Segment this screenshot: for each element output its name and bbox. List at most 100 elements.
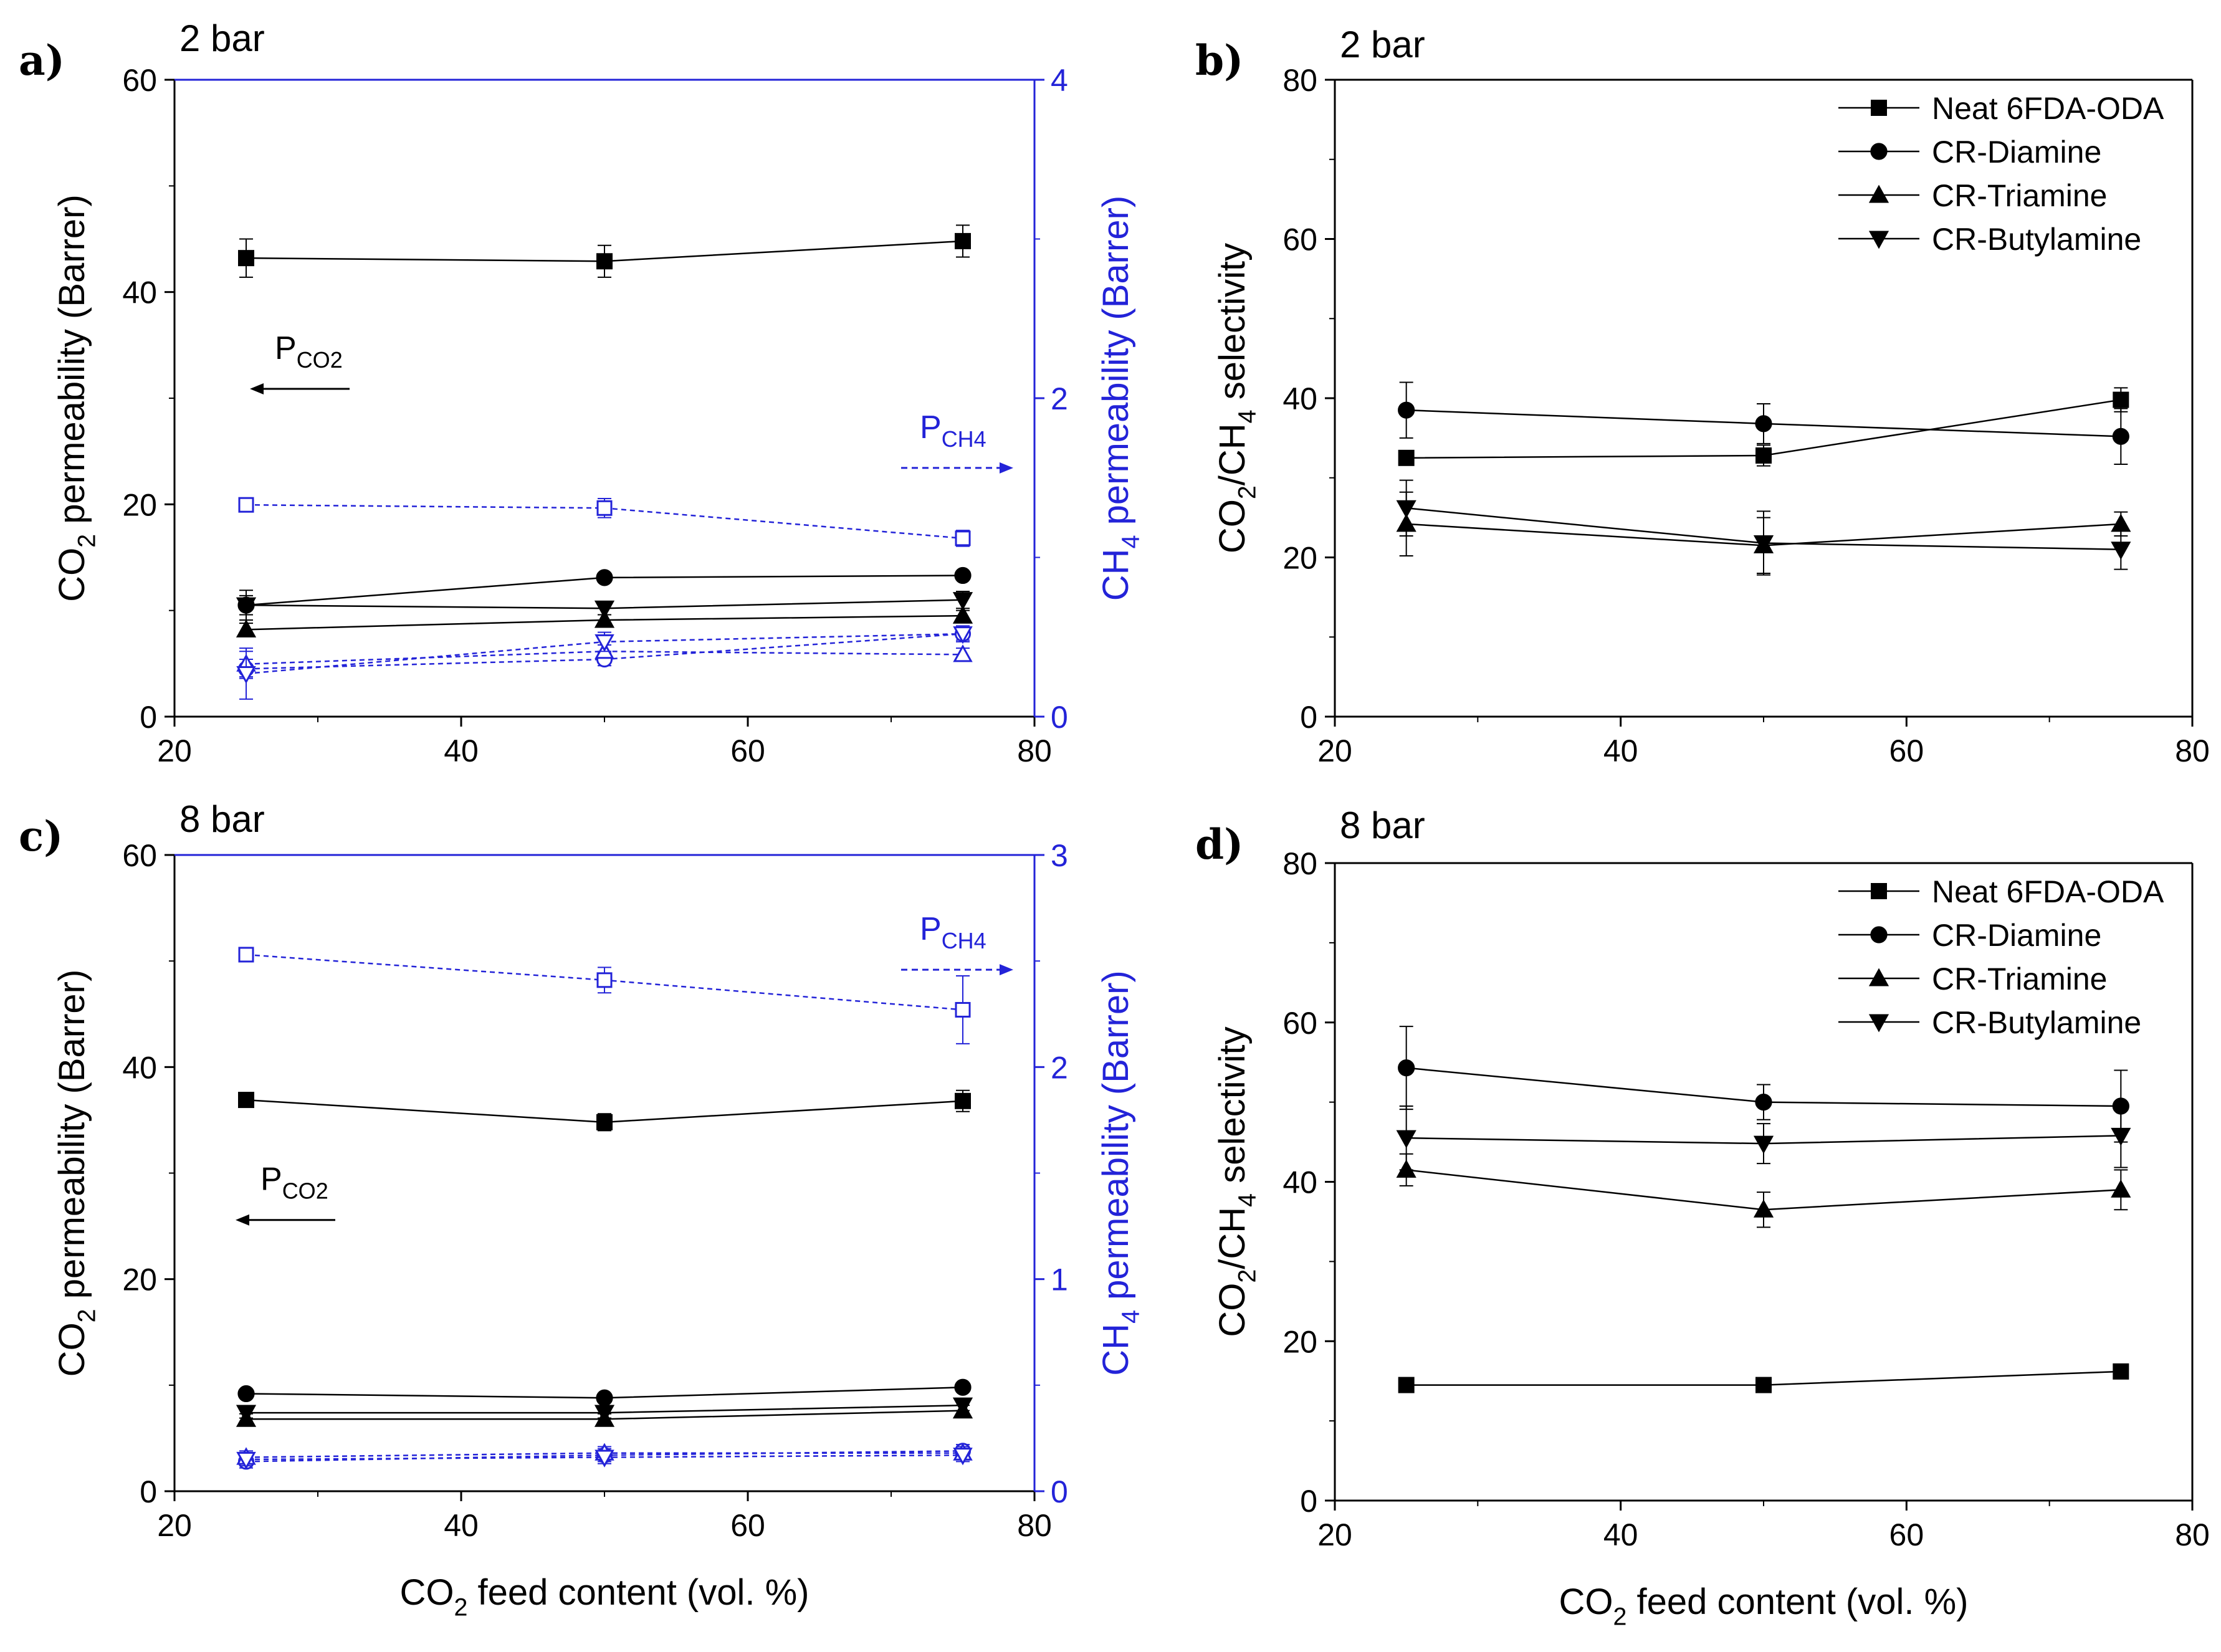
- series-cr-diamine: [1398, 1026, 2129, 1143]
- y-tick-label: 0: [140, 700, 157, 735]
- data-point: [1753, 535, 1774, 553]
- data-point: [595, 634, 614, 652]
- data-point: [952, 592, 973, 611]
- series-cr-diamine: [237, 1378, 972, 1406]
- series-cr-butylamine: [1396, 1103, 2131, 1171]
- arrow-head-icon: [1000, 462, 1013, 474]
- y-tick-label: 60: [122, 838, 157, 873]
- series-cr-butylamine-ch4: [236, 1448, 973, 1470]
- annotation-text: P: [275, 330, 297, 366]
- data-point: [594, 600, 615, 619]
- y2-tick-label: 1: [1051, 1263, 1068, 1297]
- data-point: [238, 1092, 254, 1109]
- data-point: [2113, 1363, 2129, 1380]
- y-tick-label: 60: [1282, 1006, 1317, 1041]
- x-tick-label: 80: [2175, 733, 2210, 768]
- y2-tick-label: 3: [1051, 838, 1068, 873]
- legend-marker: [1868, 968, 1889, 986]
- legend-item: CR-Triamine: [1838, 962, 2108, 996]
- series-cr-diamine: [1398, 381, 2129, 466]
- y-tick-label: 20: [1282, 1324, 1317, 1359]
- y-tick-label: 60: [1282, 222, 1317, 257]
- pressure-condition: 8 bar: [1340, 805, 1425, 846]
- legend-label: CR-Triamine: [1932, 962, 2108, 996]
- annotation-text: P: [920, 409, 942, 446]
- panel-label: a): [19, 36, 65, 85]
- legend-marker: [1871, 883, 1887, 899]
- legend-item: Neat 6FDA-ODA: [1838, 874, 2164, 909]
- x-tick-label: 40: [444, 733, 479, 768]
- annotation-subscript: CO2: [297, 347, 343, 373]
- x-tick-label: 40: [444, 1508, 479, 1543]
- data-point: [2113, 391, 2129, 408]
- legend-marker: [1868, 184, 1889, 203]
- legend-marker: [1870, 926, 1888, 943]
- y2-tick-label: 2: [1051, 1050, 1068, 1085]
- legend-item: CR-Butylamine: [1838, 222, 2141, 257]
- annotation-p-ch4: PCH4: [901, 911, 1013, 976]
- data-point: [237, 1385, 255, 1403]
- data-point: [952, 605, 973, 624]
- data-point: [236, 666, 256, 684]
- arrow-head-icon: [250, 383, 264, 394]
- y-tick-label: 40: [122, 1050, 157, 1085]
- x-tick-label: 80: [1017, 1508, 1052, 1543]
- series-cr-butylamine-ch4: [236, 625, 973, 700]
- data-point: [952, 1397, 973, 1416]
- y-tick-label: 80: [1282, 63, 1317, 98]
- x-tick-label: 20: [1317, 733, 1352, 768]
- legend-label: CR-Butylamine: [1932, 1005, 2141, 1040]
- legend-marker: [1870, 143, 1888, 160]
- data-point: [596, 972, 613, 988]
- data-point: [596, 253, 613, 270]
- data-point: [1753, 1135, 1774, 1154]
- legend: Neat 6FDA-ODA CR-Diamine CR-Triamine CR-But…: [1838, 874, 2164, 1040]
- series-neat-6fda-oda: [1398, 387, 2129, 467]
- x-axis-label: CO2 feed content (vol. %): [1559, 1582, 1969, 1630]
- legend-label: Neat 6FDA-ODA: [1932, 91, 2164, 126]
- legend-item: CR-Triamine: [1838, 178, 2108, 213]
- series-neat-6fda-oda: [238, 1089, 971, 1132]
- y-tick-label: 20: [122, 487, 157, 522]
- data-point: [2111, 1127, 2131, 1146]
- data-point: [238, 947, 254, 963]
- annotation-text: P: [920, 911, 942, 947]
- data-point: [1398, 1377, 1415, 1393]
- data-point: [954, 566, 972, 585]
- data-point: [1398, 401, 1415, 419]
- y-tick-label: 20: [1282, 541, 1317, 576]
- annotation-label: PCH4: [920, 409, 986, 452]
- legend-marker: [1871, 100, 1887, 116]
- data-point: [594, 609, 615, 628]
- x-tick-label: 20: [157, 733, 192, 768]
- data-point: [596, 569, 613, 586]
- data-point: [596, 1114, 613, 1130]
- annotation-label: PCO2: [275, 330, 343, 373]
- data-point: [2111, 1179, 2131, 1198]
- x-tick-label: 60: [1889, 733, 1924, 768]
- data-point: [2112, 427, 2129, 445]
- data-point: [238, 250, 254, 267]
- annotation-p-co2: PCO2: [236, 1162, 335, 1226]
- y-tick-label: 40: [1282, 1165, 1317, 1200]
- data-point: [954, 1378, 972, 1396]
- y-axis-label: CO2 permeability (Barrer): [52, 194, 100, 602]
- data-point: [1396, 1130, 1416, 1148]
- y-axis-label: CO2/CH4 selectivity: [1212, 1026, 1261, 1337]
- legend-item: CR-Diamine: [1838, 135, 2101, 169]
- data-point: [236, 619, 257, 637]
- data-point: [596, 500, 613, 516]
- data-point: [596, 1389, 613, 1406]
- y-tick-label: 60: [122, 63, 157, 98]
- y-tick-label: 0: [1300, 1484, 1317, 1519]
- legend-label: CR-Butylamine: [1932, 222, 2141, 257]
- y-tick-label: 40: [122, 275, 157, 310]
- legend-label: CR-Diamine: [1932, 135, 2101, 169]
- data-point: [955, 232, 971, 249]
- x-tick-label: 20: [157, 1508, 192, 1543]
- series-cr-triamine: [236, 605, 973, 637]
- y-tick-label: 80: [1282, 846, 1317, 881]
